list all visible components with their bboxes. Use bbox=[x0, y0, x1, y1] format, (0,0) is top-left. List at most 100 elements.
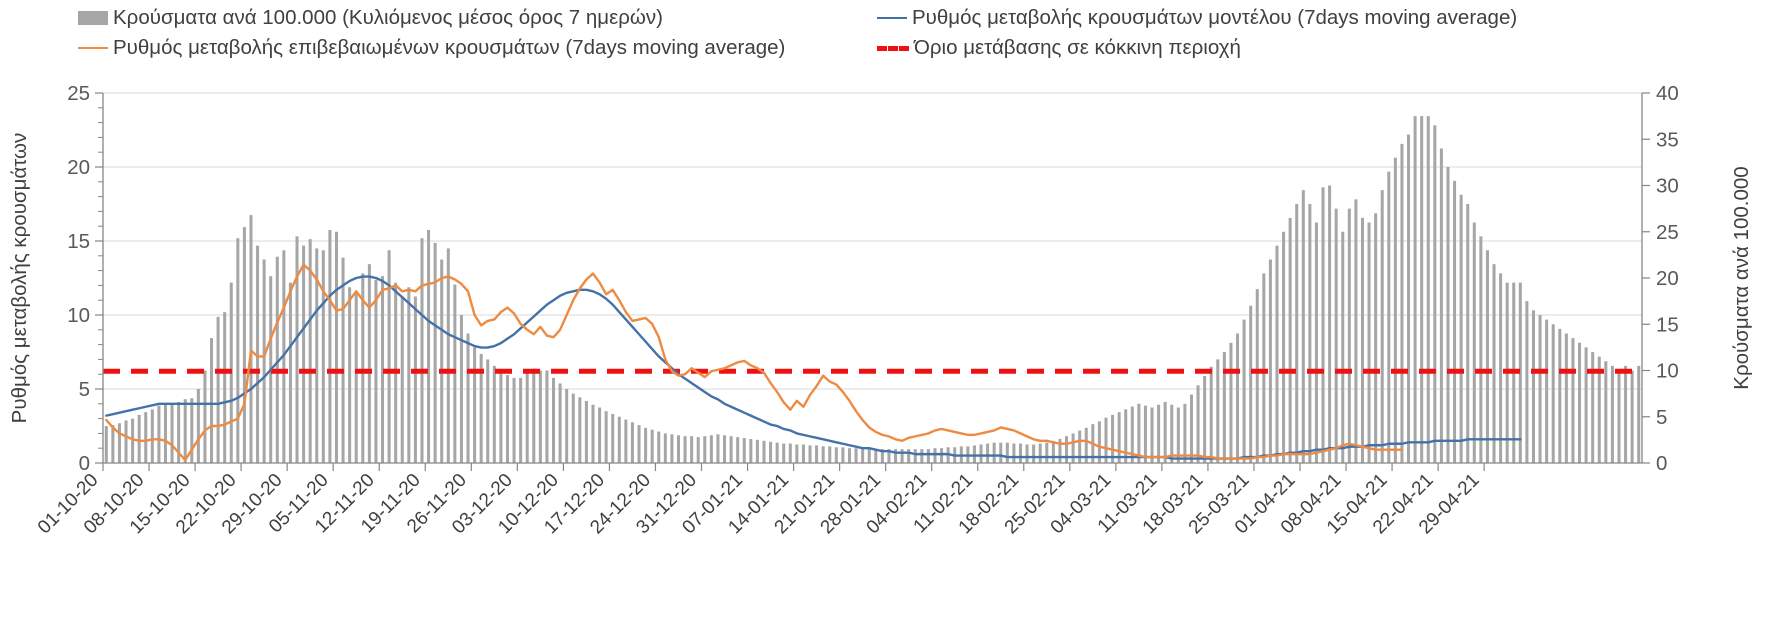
bar-column bbox=[1472, 222, 1476, 463]
bar-column bbox=[999, 442, 1003, 463]
bar-column bbox=[1374, 213, 1378, 463]
bar-column bbox=[413, 296, 417, 463]
bar-column bbox=[979, 444, 983, 463]
bar-column bbox=[361, 273, 365, 463]
bar-column bbox=[1071, 433, 1075, 463]
bar-column bbox=[131, 418, 135, 463]
bar-column bbox=[433, 242, 437, 463]
bar-column bbox=[703, 436, 707, 463]
bar-column bbox=[663, 433, 667, 463]
bar-column bbox=[716, 434, 720, 463]
bar-column bbox=[854, 448, 858, 463]
bar-column bbox=[1012, 443, 1016, 463]
bar-column bbox=[538, 370, 542, 463]
bar-column bbox=[729, 436, 733, 463]
orange-line-swatch-icon bbox=[78, 47, 108, 49]
covid-rate-chart: 0510152025051015202530354001-10-2008-10-… bbox=[8, 82, 1753, 538]
bar-column bbox=[1255, 289, 1259, 463]
bar-column bbox=[216, 316, 220, 463]
bar-column bbox=[1525, 301, 1529, 464]
bar-column bbox=[104, 426, 108, 463]
bar-column bbox=[1150, 407, 1154, 463]
bar-column bbox=[354, 291, 358, 464]
bar-column bbox=[1341, 231, 1345, 463]
bar-column bbox=[1531, 310, 1535, 464]
bar-column bbox=[1170, 404, 1174, 463]
bar-column bbox=[348, 287, 352, 463]
bar-column bbox=[591, 404, 595, 463]
legend-item-orange-line[interactable]: Ρυθμός μεταβολής επιβεβαιωμένων κρουσμάτ… bbox=[78, 36, 785, 60]
bar-column bbox=[1387, 171, 1391, 464]
bar-column bbox=[933, 448, 937, 463]
legend-item-bars[interactable]: Κρούσματα ανά 100.000 (Κυλιόμενος μέσος … bbox=[78, 6, 663, 30]
blue-line-swatch-icon bbox=[877, 17, 907, 19]
bar-column bbox=[1610, 365, 1614, 464]
bar-column bbox=[1130, 406, 1134, 463]
bar-column bbox=[1551, 324, 1555, 463]
bar-column bbox=[920, 449, 924, 464]
bar-column bbox=[190, 398, 194, 463]
bar-column bbox=[1038, 443, 1042, 463]
bar-column bbox=[1104, 417, 1108, 463]
bar-column bbox=[150, 409, 154, 463]
bar-column bbox=[986, 443, 990, 463]
bar-column bbox=[1413, 116, 1417, 464]
legend-item-red-threshold[interactable]: Όριο μετάβασης σε κόκκινη περιοχή bbox=[877, 36, 1241, 60]
bar-column bbox=[815, 445, 819, 463]
bar-column bbox=[1288, 217, 1292, 464]
bar-column bbox=[1426, 116, 1430, 464]
bar-column bbox=[486, 359, 490, 463]
bar-column bbox=[512, 377, 516, 463]
bar-column bbox=[1216, 359, 1220, 463]
bar-column bbox=[841, 447, 845, 463]
bar-column bbox=[1189, 394, 1193, 463]
bar-column bbox=[262, 259, 266, 463]
bar-column bbox=[650, 429, 654, 463]
bar-column bbox=[1499, 273, 1503, 463]
bar-column bbox=[466, 333, 470, 463]
bar-column bbox=[742, 438, 746, 463]
bar-column bbox=[492, 365, 496, 464]
bar-column bbox=[1453, 180, 1457, 464]
bar-column bbox=[459, 315, 463, 463]
bar-column bbox=[334, 231, 338, 463]
bar-column bbox=[1308, 204, 1312, 463]
bar-column bbox=[624, 419, 628, 463]
bar-column bbox=[1578, 342, 1582, 463]
bar-column bbox=[1367, 222, 1371, 463]
bar-column bbox=[1051, 440, 1055, 463]
bar-column bbox=[1564, 333, 1568, 463]
bar-column bbox=[1334, 208, 1338, 464]
bar-column bbox=[755, 439, 759, 464]
bar-column bbox=[341, 257, 345, 463]
bar-column bbox=[328, 229, 332, 463]
bar-column bbox=[867, 449, 871, 464]
bar-column bbox=[446, 248, 450, 463]
bar-column bbox=[545, 370, 549, 463]
bar-column bbox=[157, 405, 161, 463]
y-axis-left-tick-label: 15 bbox=[67, 230, 90, 253]
y-axis-left-tick-label: 0 bbox=[79, 452, 90, 475]
bar-column bbox=[249, 215, 253, 463]
bar-column bbox=[630, 422, 634, 463]
bar-column bbox=[1518, 282, 1522, 464]
bar-column bbox=[887, 449, 891, 464]
bar-column bbox=[1295, 204, 1299, 463]
bar-column bbox=[124, 420, 128, 463]
legend-item-blue-line[interactable]: Ρυθμός μεταβολής κρουσμάτων μοντέλου (7d… bbox=[877, 6, 1517, 30]
bar-column bbox=[236, 238, 240, 463]
bar-column bbox=[847, 448, 851, 463]
bar-column bbox=[972, 445, 976, 463]
bar-column bbox=[170, 403, 174, 463]
bar-column bbox=[519, 377, 523, 463]
bar-column bbox=[782, 443, 786, 463]
bar-column bbox=[1347, 208, 1351, 464]
bar-column bbox=[926, 449, 930, 464]
bar-column bbox=[1025, 444, 1029, 463]
bar-column bbox=[1492, 264, 1496, 464]
bar-column bbox=[210, 338, 214, 464]
bar-column bbox=[499, 370, 503, 463]
bar-column bbox=[1591, 352, 1595, 463]
bar-column bbox=[874, 449, 878, 464]
model-rate-line bbox=[105, 275, 1522, 460]
